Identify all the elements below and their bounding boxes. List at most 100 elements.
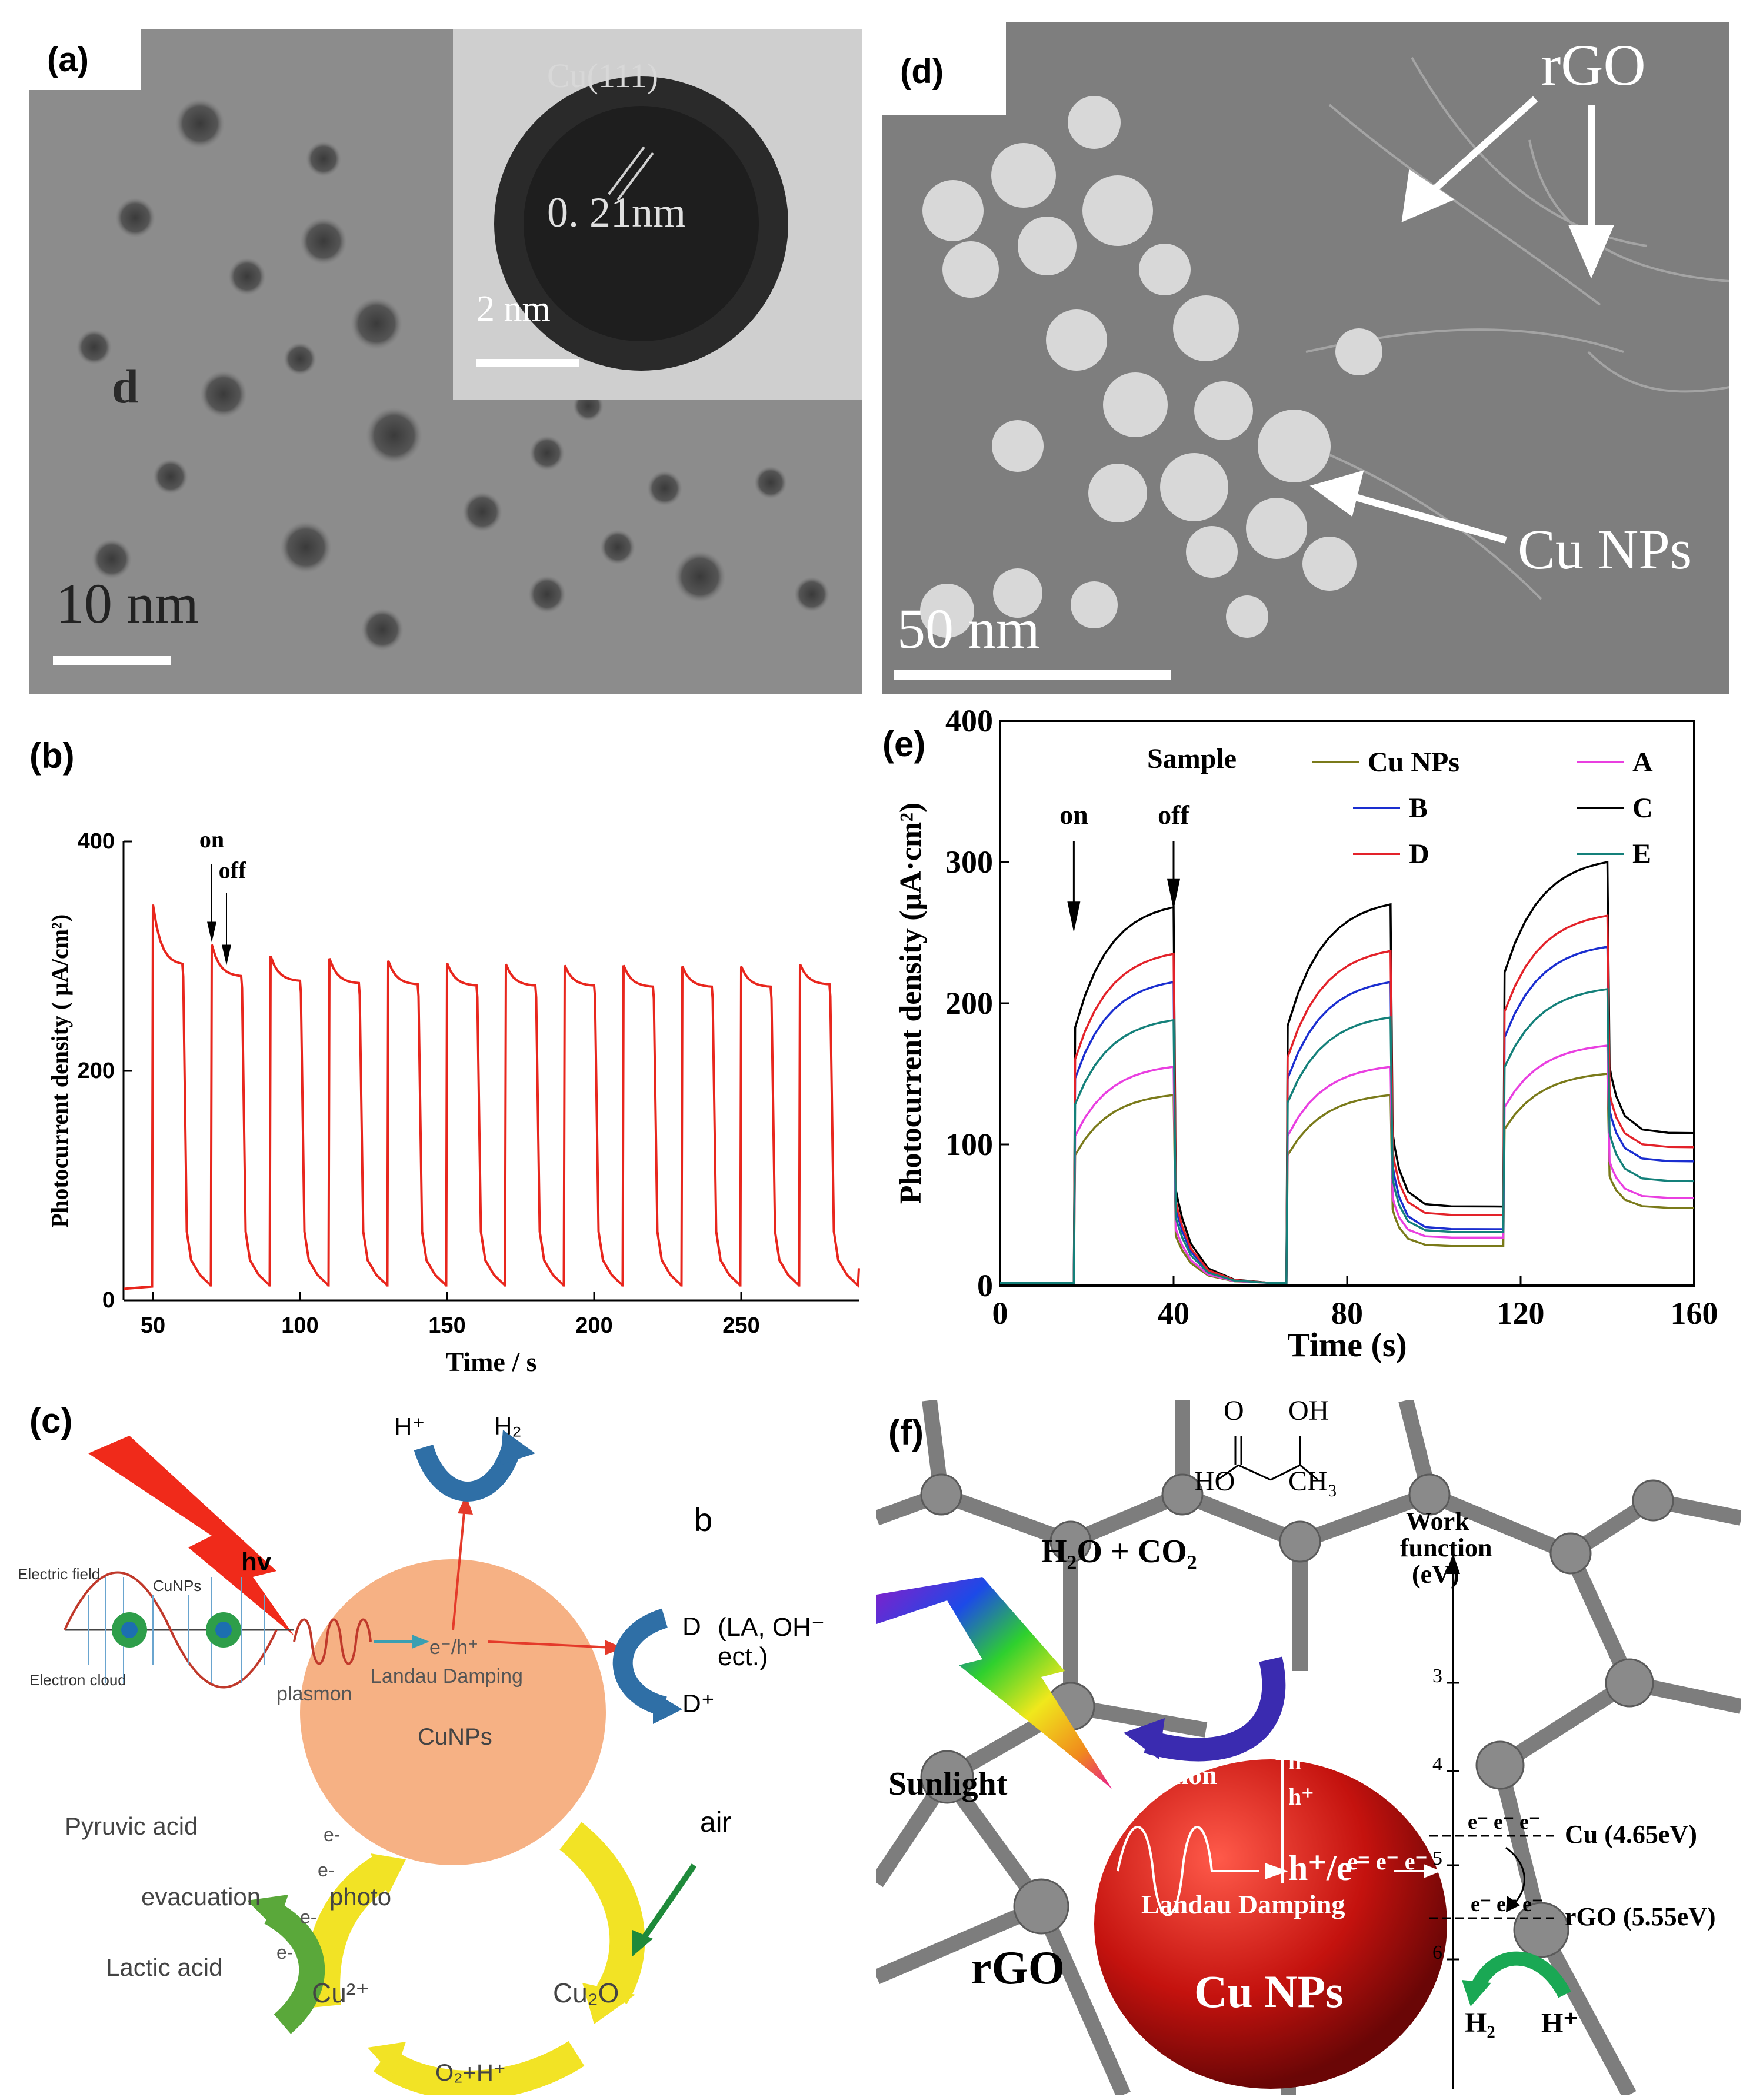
scale-bar-label: 50 nm	[897, 597, 1040, 660]
y-tick-label: 200	[945, 986, 993, 1021]
legend-entry: Cu NPs	[1368, 747, 1459, 778]
work-function-line-2: function	[1400, 1533, 1492, 1562]
o2h-label: O₂+H⁺	[435, 2060, 506, 2086]
electric-field-wave	[64, 1571, 294, 1689]
x-tick-label: 160	[1671, 1296, 1718, 1331]
series-line-d	[1000, 914, 1695, 1284]
schematic-f-svg	[876, 1400, 1741, 2095]
scale-bar	[894, 670, 1171, 680]
cu-level-label: Cu (4.65eV)	[1565, 1820, 1697, 1849]
molecule-ho: HO	[1194, 1466, 1235, 1497]
inset-scale-label: 2 nm	[476, 289, 551, 329]
panel-f-schematic: (f) O OH HO CH₃ H₂O + CO₂ Work function …	[876, 1400, 1741, 2095]
series-line-e	[1000, 987, 1695, 1284]
sunlight-bolt-icon	[876, 1577, 1112, 1789]
legend-entry: A	[1632, 747, 1653, 778]
h-plus-label: H⁺	[1541, 2008, 1578, 2039]
rgo-label: rGO	[971, 1942, 1065, 1994]
plot-frame	[999, 720, 1695, 1287]
series-line-a	[1000, 1044, 1695, 1284]
electric-field-label: Electric field	[18, 1565, 101, 1583]
legend-entry: D	[1409, 838, 1429, 870]
panel-label-b: (b)	[29, 736, 75, 776]
x-tick-label: 50	[141, 1313, 165, 1338]
electrons-level-label-2: e⁻ e⁻ e⁻	[1471, 1892, 1543, 1916]
eh-label: e⁻/h⁺	[429, 1636, 479, 1659]
panel-e-photocurrent-chart: (e) 0 40 80 120 160 0 100 200 300 400 Time (s) Phot…	[876, 706, 1741, 1400]
legend-entry: C	[1632, 793, 1653, 824]
plasmon-label: Plasmon	[1118, 1760, 1217, 1790]
hplus-label-1: h⁺	[1288, 1748, 1314, 1775]
electrons-level-label-1: e⁻ e⁻ e⁻	[1468, 1810, 1540, 1833]
plasmon-coil	[293, 1618, 372, 1665]
h2o-co2-label: H₂O + CO₂	[1041, 1533, 1197, 1570]
panel-b-photocurrent-chart: (b) 50 100 150 200 250 0 200 400 Time / s Photocu…	[18, 706, 876, 1400]
rgo-level-label: rGO (5.55eV)	[1565, 1902, 1716, 1931]
oxidation-arrow	[1144, 1656, 1286, 1762]
panel-label-d: (d)	[882, 22, 1006, 115]
rgo-label: rGO	[1541, 32, 1646, 98]
chart-b-svg: 50 100 150 200 250 0 200 400 Time / s Photocurren…	[46, 826, 860, 1377]
panel-label-f: (f)	[888, 1413, 924, 1452]
d-plus-label: D⁺	[682, 1689, 715, 1718]
molecule-oh: OH	[1288, 1400, 1329, 1426]
electron-label-2: e-	[318, 1859, 335, 1881]
y-tick-label: 100	[945, 1127, 993, 1162]
legend-entry: E	[1632, 838, 1651, 870]
on-label: on	[1059, 800, 1088, 830]
x-tick-label: 80	[1331, 1296, 1363, 1331]
y-tick-label: 0	[102, 1288, 115, 1313]
off-label: off	[219, 857, 246, 883]
off-label: off	[1158, 800, 1189, 830]
electron-label-3: e-	[300, 1906, 317, 1928]
cu-nps-label: Cu NPs	[1194, 1966, 1344, 2017]
tem-image-canvas	[29, 29, 862, 694]
y-axis-label: Photocurrent density (μA·cm²)	[894, 803, 928, 1204]
air-label: air	[700, 1807, 732, 1838]
work-function-line-3: (eV)	[1412, 1560, 1459, 1589]
cu2-label: Cu²⁺	[312, 1978, 370, 2008]
landau-damping-label: Landau Damping	[1141, 1889, 1345, 1919]
x-tick-label: 120	[1497, 1296, 1545, 1331]
cu2o-label: Cu₂O	[553, 1978, 619, 2008]
x-axis-label: Time / s	[445, 1347, 536, 1377]
d-desc-label: (LA, OH⁻ ect.)	[718, 1613, 825, 1671]
cunps-sphere	[300, 1559, 606, 1865]
y-tick-label: 200	[78, 1059, 115, 1083]
sunlight-label: Sunlight	[888, 1766, 1008, 1802]
on-label: on	[199, 826, 224, 853]
reduction-arrow	[1469, 1951, 1571, 1998]
lactic-acid-bonds	[1218, 1436, 1318, 1481]
plasmon-wave	[1117, 1826, 1259, 1916]
photocurrent-series	[123, 904, 860, 1290]
schematic-c-svg	[64, 1430, 697, 2095]
panel-c-schematic: (c) H⁺ H₂ hv b Electric field CuNPs Elec…	[18, 1400, 876, 2095]
landau-label: Landau Damping	[371, 1665, 523, 1688]
cu-nps-label: Cu NPs	[1518, 518, 1692, 581]
molecule-ch3: CH₃	[1288, 1466, 1338, 1497]
inset-plane-label: Cu(111)	[547, 56, 659, 95]
energy-tick-5: 5	[1432, 1848, 1442, 1869]
panel-d-sem-image: (d) rGO Cu NPs 50 nm	[882, 22, 1729, 694]
lactic-acid-label: Lactic acid	[106, 1953, 223, 1981]
energy-tick-6: 6	[1432, 1942, 1442, 1963]
h2-label: H₂	[494, 1412, 522, 1440]
plasmon-label: plasmon	[276, 1683, 352, 1705]
photo-label: photo	[329, 1883, 392, 1911]
evacuation-label: evacuation	[141, 1883, 261, 1911]
electron-cloud-label: Electron cloud	[29, 1671, 126, 1689]
electrons-label: e⁻ e⁻ e⁻	[1347, 1848, 1428, 1875]
x-tick-label: 250	[722, 1313, 759, 1338]
inset-scale-bar	[476, 359, 579, 367]
pyruvic-acid-label: Pyruvic acid	[65, 1812, 198, 1840]
sem-image-canvas	[882, 22, 1729, 694]
series-line-cu-nps	[1000, 1073, 1695, 1284]
x-tick-label: 200	[575, 1313, 612, 1338]
off-arrow-head	[1167, 878, 1180, 910]
hv-label: hv	[241, 1547, 272, 1576]
cunps-small-label: CuNPs	[153, 1577, 202, 1595]
series-line-c	[1000, 860, 1695, 1284]
x-axis-label: Time (s)	[1287, 1326, 1407, 1364]
x-tick-label: 150	[428, 1313, 465, 1338]
cu-nanoparticle-clusters	[920, 96, 1382, 638]
